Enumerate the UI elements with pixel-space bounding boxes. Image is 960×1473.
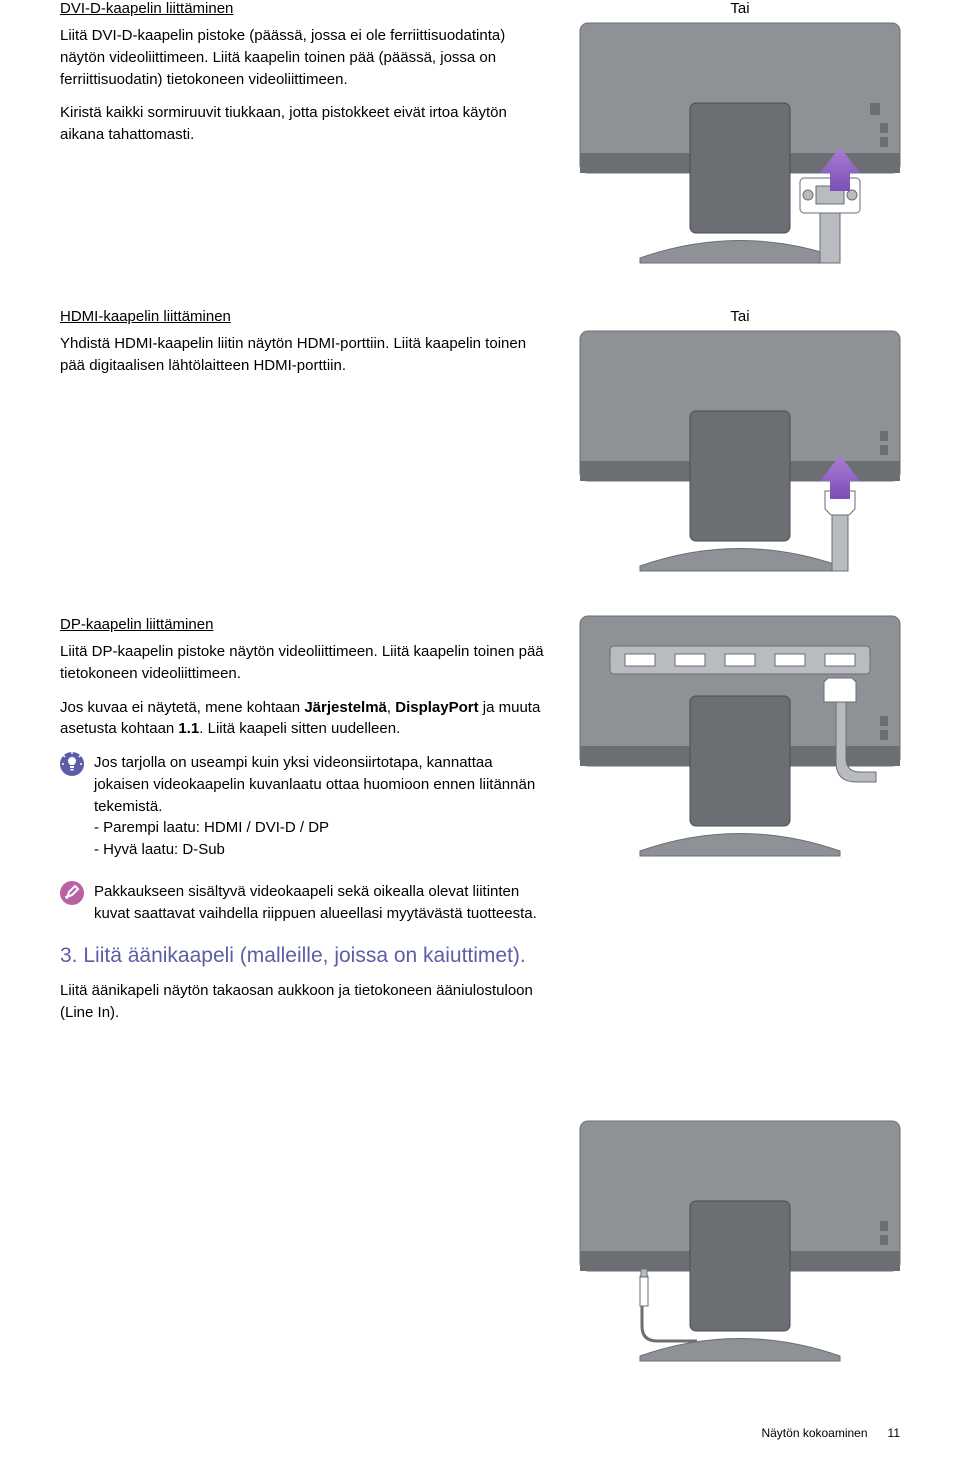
dvi-p1: Liitä DVI-D-kaapelin pistoke (päässä, jo… xyxy=(60,25,550,90)
dp-title: DP-kaapelin liittäminen xyxy=(60,616,213,633)
dp-p2: Jos kuvaa ei näytetä, mene kohtaan Järje… xyxy=(60,697,550,741)
dvi-p2: Kiristä kaikki sormiruuvit tiukkaan, jot… xyxy=(60,102,550,146)
dvi-title: DVI-D-kaapelin liittäminen xyxy=(60,0,233,17)
dvi-or-label: Tai xyxy=(580,0,900,17)
dp-illustration xyxy=(580,616,900,856)
bulb-icon xyxy=(60,752,84,776)
footer-page: 11 xyxy=(888,1426,900,1440)
page-footer: Näytön kokoaminen 11 xyxy=(60,1406,900,1440)
note-icon xyxy=(60,881,84,905)
info2-text: Pakkaukseen sisältyvä videokaapeli sekä … xyxy=(94,881,550,925)
info1-text: Jos tarjolla on useampi kuin yksi videon… xyxy=(94,752,550,861)
hdmi-title: HDMI-kaapelin liittäminen xyxy=(60,308,231,325)
hdmi-illustration xyxy=(580,331,900,571)
dp-p1: Liitä DP-kaapelin pistoke näytön videoli… xyxy=(60,641,550,685)
step3-p1: Liitä äänikapeli näytön takaosan aukkoon… xyxy=(60,980,550,1024)
dvi-illustration xyxy=(580,23,900,263)
step3-title: 3. Liitä äänikaapeli (malleille, joissa … xyxy=(60,944,550,968)
hdmi-or-label: Tai xyxy=(580,308,900,325)
footer-section: Näytön kokoaminen xyxy=(761,1426,867,1440)
audio-illustration xyxy=(580,1121,900,1361)
hdmi-p1: Yhdistä HDMI-kaapelin liitin näytön HDMI… xyxy=(60,333,550,377)
